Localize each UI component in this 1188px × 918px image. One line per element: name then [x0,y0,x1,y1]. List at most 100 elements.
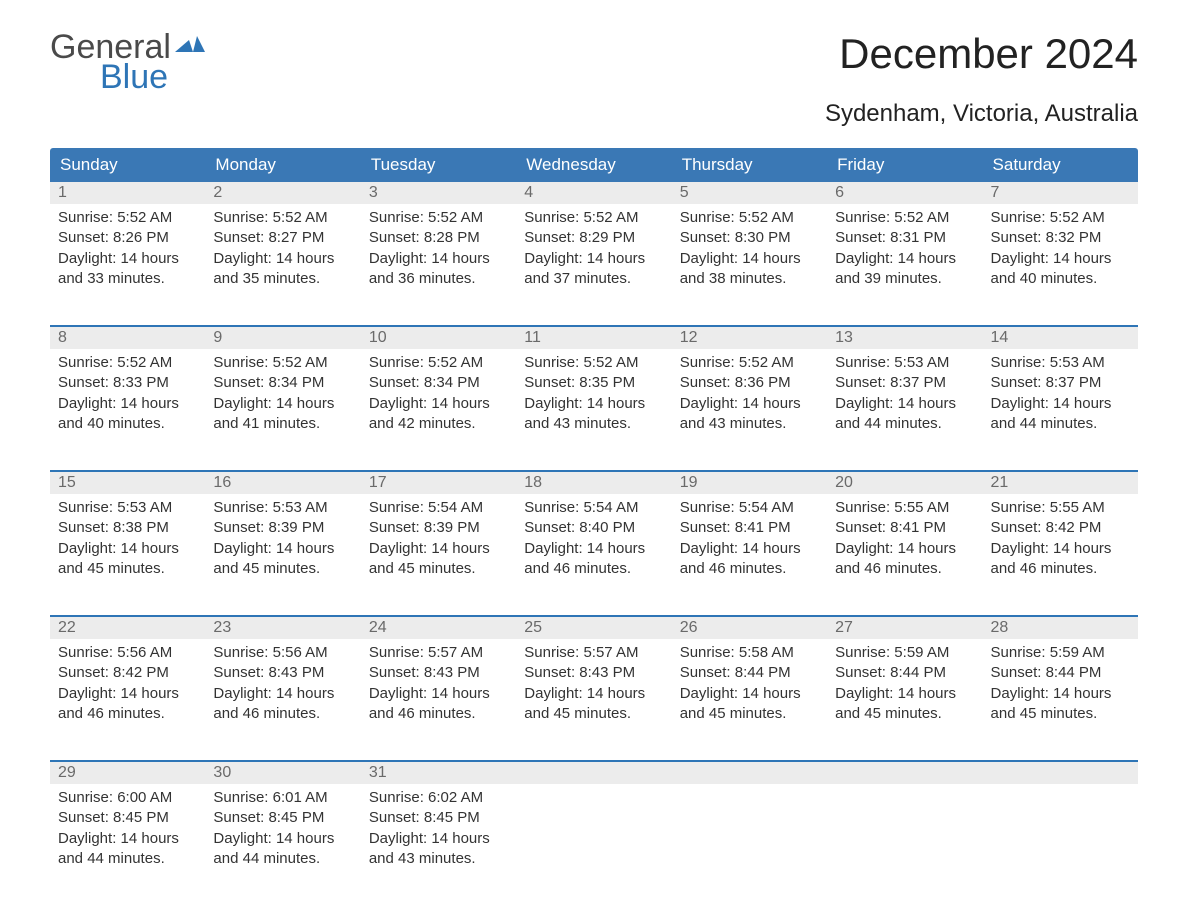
day-number: 21 [991,474,1009,491]
daynum-row: 10 [361,327,516,349]
day-body: Sunrise: 5:52 AMSunset: 8:34 PMDaylight:… [205,349,360,442]
sunset-text: Sunset: 8:45 PM [369,808,508,828]
sunrise-text: Sunrise: 5:52 AM [213,353,352,373]
day-body: Sunrise: 5:57 AMSunset: 8:43 PMDaylight:… [361,639,516,732]
calendar-week: 15Sunrise: 5:53 AMSunset: 8:38 PMDayligh… [50,470,1138,587]
sunset-text: Sunset: 8:42 PM [58,663,197,683]
sunset-text: Sunset: 8:39 PM [213,518,352,538]
calendar-day: 2 Sunrise: 5:52 AMSunset: 8:27 PMDaylight… [205,182,360,297]
daylight-text: Daylight: 14 hours and 44 minutes. [213,829,352,870]
calendar-day: 20Sunrise: 5:55 AMSunset: 8:41 PMDayligh… [827,472,982,587]
sunrise-text: Sunrise: 5:52 AM [58,208,197,228]
sunset-text: Sunset: 8:41 PM [835,518,974,538]
day-number: 28 [991,619,1009,636]
day-number: 18 [524,474,542,491]
sunrise-text: Sunrise: 6:01 AM [213,788,352,808]
calendar-day: · [983,762,1138,877]
dayname: Friday [827,148,982,182]
daylight-text: Daylight: 14 hours and 46 minutes. [991,539,1130,580]
day-body: Sunrise: 5:53 AMSunset: 8:38 PMDaylight:… [50,494,205,587]
daylight-text: Daylight: 14 hours and 45 minutes. [213,539,352,580]
calendar-day: · [516,762,671,877]
calendar-day: · [672,762,827,877]
sunset-text: Sunset: 8:43 PM [524,663,663,683]
sunrise-text: Sunrise: 5:52 AM [835,208,974,228]
calendar-day: 27Sunrise: 5:59 AMSunset: 8:44 PMDayligh… [827,617,982,732]
day-number: 2 [213,184,222,201]
day-number: 22 [58,619,76,636]
sunrise-text: Sunrise: 5:53 AM [835,353,974,373]
week-spacer [50,442,1138,470]
daynum-row: 5 [672,182,827,204]
calendar-day: 30Sunrise: 6:01 AMSunset: 8:45 PMDayligh… [205,762,360,877]
day-number: 17 [369,474,387,491]
day-number: 24 [369,619,387,636]
daynum-row: 26 [672,617,827,639]
sunrise-text: Sunrise: 5:52 AM [369,208,508,228]
calendar-day: 28Sunrise: 5:59 AMSunset: 8:44 PMDayligh… [983,617,1138,732]
daynum-row: 11 [516,327,671,349]
day-body: Sunrise: 5:52 AMSunset: 8:32 PMDaylight:… [983,204,1138,297]
calendar-week: 22Sunrise: 5:56 AMSunset: 8:42 PMDayligh… [50,615,1138,732]
day-body: Sunrise: 5:58 AMSunset: 8:44 PMDaylight:… [672,639,827,732]
sunset-text: Sunset: 8:26 PM [58,228,197,248]
day-body: Sunrise: 5:54 AMSunset: 8:41 PMDaylight:… [672,494,827,587]
sunset-text: Sunset: 8:42 PM [991,518,1130,538]
daylight-text: Daylight: 14 hours and 46 minutes. [369,684,508,725]
calendar-day: 22Sunrise: 5:56 AMSunset: 8:42 PMDayligh… [50,617,205,732]
page-title: December 2024 [839,30,1138,78]
calendar-day: 14 Sunrise: 5:53 AMSunset: 8:37 PMDayligh… [983,327,1138,442]
day-number: 25 [524,619,542,636]
calendar-week: 1Sunrise: 5:52 AMSunset: 8:26 PMDaylight… [50,182,1138,297]
calendar-day: 4Sunrise: 5:52 AMSunset: 8:29 PMDaylight… [516,182,671,297]
day-number: 1 [58,184,67,201]
day-number: 14 [991,329,1009,346]
day-number: 7 [991,184,1000,201]
calendar-day: 6Sunrise: 5:52 AMSunset: 8:31 PMDaylight… [827,182,982,297]
sunset-text: Sunset: 8:34 PM [213,373,352,393]
day-body: Sunrise: 5:52 AMSunset: 8:34 PMDaylight:… [361,349,516,442]
day-number: 8 [58,329,67,346]
daylight-text: Daylight: 14 hours and 44 minutes. [835,394,974,435]
logo: General Blue [50,30,205,94]
calendar-day: 10 Sunrise: 5:52 AMSunset: 8:34 PMDayligh… [361,327,516,442]
day-body: Sunrise: 5:54 AMSunset: 8:40 PMDaylight:… [516,494,671,587]
day-number: 3 [369,184,378,201]
dayname: Saturday [983,148,1138,182]
daynum-row: 17 [361,472,516,494]
calendar-day: 29 Sunrise: 6:00 AMSunset: 8:45 PMDayligh… [50,762,205,877]
sunset-text: Sunset: 8:31 PM [835,228,974,248]
day-body: Sunrise: 5:53 AMSunset: 8:37 PMDaylight:… [983,349,1138,442]
calendar-day: 18 Sunrise: 5:54 AMSunset: 8:40 PMDayligh… [516,472,671,587]
daylight-text: Daylight: 14 hours and 46 minutes. [835,539,974,580]
daylight-text: Daylight: 14 hours and 42 minutes. [369,394,508,435]
sunset-text: Sunset: 8:44 PM [680,663,819,683]
flag-icon [175,36,205,62]
daylight-text: Daylight: 14 hours and 40 minutes. [58,394,197,435]
sunrise-text: Sunrise: 5:59 AM [991,643,1130,663]
sunset-text: Sunset: 8:35 PM [524,373,663,393]
sunrise-text: Sunrise: 5:53 AM [58,498,197,518]
calendar-day: 5Sunrise: 5:52 AMSunset: 8:30 PMDaylight… [672,182,827,297]
day-number: 13 [835,329,853,346]
sunrise-text: Sunrise: 5:52 AM [524,208,663,228]
daynum-row: · [672,762,827,784]
day-body: Sunrise: 5:52 AMSunset: 8:35 PMDaylight:… [516,349,671,442]
day-body [827,784,982,854]
day-number: 10 [369,329,387,346]
day-body: Sunrise: 6:00 AMSunset: 8:45 PMDaylight:… [50,784,205,877]
sunset-text: Sunset: 8:41 PM [680,518,819,538]
daynum-row: · [983,762,1138,784]
sunrise-text: Sunrise: 5:52 AM [58,353,197,373]
day-body: Sunrise: 5:52 AMSunset: 8:27 PMDaylight:… [205,204,360,297]
daylight-text: Daylight: 14 hours and 45 minutes. [680,684,819,725]
daynum-row: · [827,762,982,784]
day-body: Sunrise: 5:52 AMSunset: 8:33 PMDaylight:… [50,349,205,442]
day-number: 9 [213,329,222,346]
sunset-text: Sunset: 8:27 PM [213,228,352,248]
page-subtitle: Sydenham, Victoria, Australia [50,100,1138,128]
sunset-text: Sunset: 8:45 PM [58,808,197,828]
daynum-row: 1 [50,182,205,204]
day-number: 29 [58,764,76,781]
day-body [516,784,671,854]
